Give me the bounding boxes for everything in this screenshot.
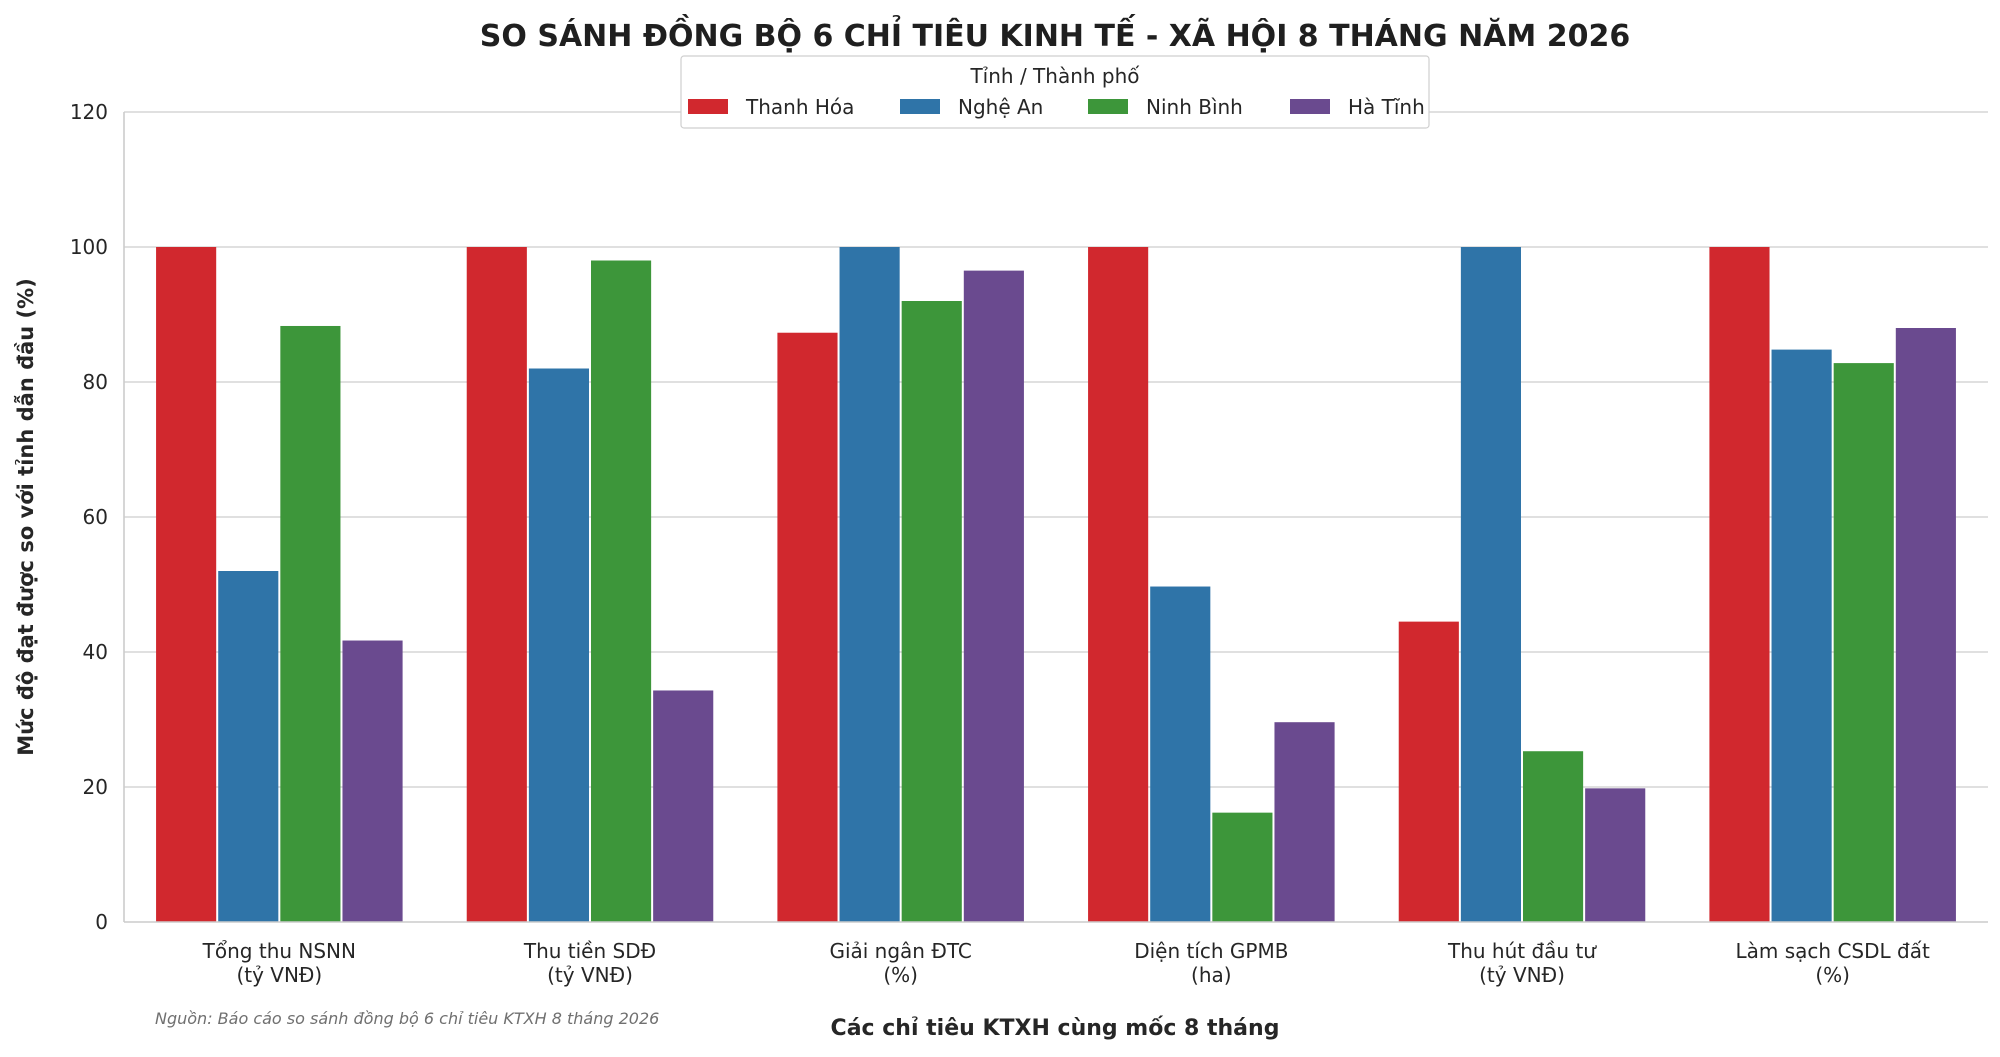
legend: Tỉnh / Thành phố Thanh Hóa Nghệ An Ninh Bì…: [680, 55, 1430, 129]
bar: [901, 301, 962, 922]
x-tick-label: Diện tích GPMB: [1134, 939, 1288, 963]
bar: [963, 270, 1024, 922]
y-tick-label: 0: [95, 910, 108, 934]
x-tick-label: Làm sạch CSDL đất: [1736, 939, 1930, 963]
bar: [591, 260, 652, 922]
source-note: Nguồn: Báo cáo so sánh đồng bộ 6 chỉ tiê…: [155, 1009, 659, 1028]
bar: [1771, 349, 1832, 923]
legend-label: Ninh Bình: [1146, 95, 1243, 119]
bar: [777, 332, 838, 923]
y-tick-label: 20: [83, 775, 108, 799]
bar: [1212, 812, 1273, 922]
bar: [1398, 621, 1459, 922]
bar: [156, 247, 217, 922]
y-tick-label: 80: [83, 370, 108, 394]
legend-label: Nghệ An: [958, 95, 1043, 119]
bar: [653, 690, 714, 922]
y-axis-label: Mức độ đạt được so với tỉnh dẫn đầu (%): [14, 278, 38, 756]
x-tick-label: (tỷ VNĐ): [236, 963, 322, 987]
bar: [1895, 328, 1956, 922]
x-tick-label: (%): [1815, 963, 1850, 987]
x-tick-label: (%): [883, 963, 918, 987]
y-tick-label: 40: [83, 640, 108, 664]
legend-title: Tỉnh / Thành phố: [969, 64, 1140, 88]
y-tick-label: 60: [83, 505, 108, 529]
legend-swatch: [1290, 99, 1330, 114]
bar: [1460, 247, 1521, 922]
y-tick-label: 120: [70, 100, 108, 124]
legend-swatch: [688, 99, 728, 114]
legend-swatch: [900, 99, 940, 114]
bar: [280, 325, 341, 923]
x-axis-label: Các chỉ tiêu KTXH cùng mốc 8 tháng: [831, 1016, 1280, 1041]
bar: [1088, 247, 1149, 922]
bars: [156, 247, 1956, 923]
legend-items: Thanh Hóa Nghệ An Ninh Bình Hà Tĩnh: [688, 95, 1425, 119]
x-tick-label: Giải ngân ĐTC: [829, 939, 971, 963]
y-tick-label: 100: [70, 235, 108, 259]
bar: [1523, 751, 1584, 922]
x-tick-label: (tỷ VNĐ): [547, 963, 633, 987]
x-tick-label: Tổng thu NSNN: [202, 939, 356, 963]
bar: [342, 640, 403, 922]
x-tick-label: Thu tiền SDĐ: [523, 939, 656, 963]
bar: [466, 247, 527, 922]
legend-frame: [680, 55, 1430, 129]
bar: [1585, 788, 1646, 922]
bar: [1833, 363, 1894, 923]
bar: [528, 368, 589, 922]
bar: [1150, 586, 1211, 922]
bar: [839, 247, 900, 922]
bar: [1274, 722, 1335, 922]
chart-title: SO SÁNH ĐỒNG BỘ 6 CHỈ TIÊU KINH TẾ - XÃ …: [480, 13, 1630, 54]
bar: [1709, 247, 1770, 922]
legend-label: Hà Tĩnh: [1348, 95, 1425, 119]
x-tick-label: (tỷ VNĐ): [1479, 963, 1565, 987]
x-tick-label: Thu hút đầu tư: [1447, 939, 1597, 963]
legend-swatch: [1088, 99, 1128, 114]
bar: [218, 571, 279, 922]
legend-label: Thanh Hóa: [745, 95, 854, 119]
x-tick-label: (ha): [1191, 963, 1232, 987]
